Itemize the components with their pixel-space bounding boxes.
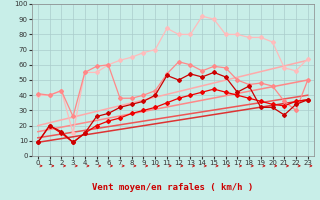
X-axis label: Vent moyen/en rafales ( km/h ): Vent moyen/en rafales ( km/h ) <box>92 183 253 192</box>
